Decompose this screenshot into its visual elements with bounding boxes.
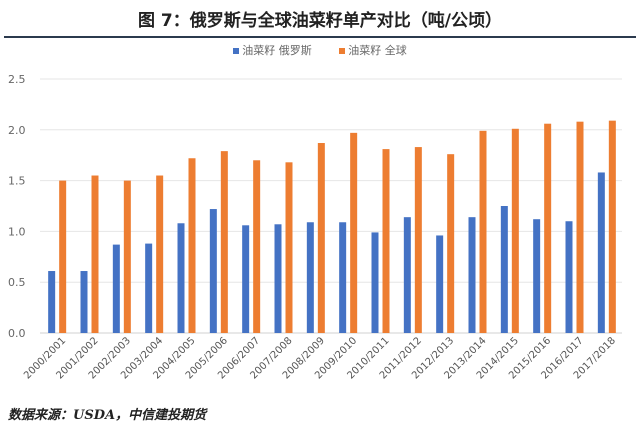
bar-russia [145, 243, 153, 333]
bar-russia [112, 244, 120, 333]
bar-russia [177, 223, 185, 333]
bar-global [544, 123, 552, 333]
bar-global [59, 180, 67, 333]
y-tick-label: 0.0 [8, 327, 26, 340]
title-divider [4, 36, 636, 38]
y-tick-label: 0.5 [8, 276, 26, 289]
chart-title: 图 7：俄罗斯与全球油菜籽单产对比（吨/公顷） [138, 11, 502, 31]
bar-global [576, 121, 584, 333]
bar-global [156, 175, 164, 333]
bar-russia [403, 217, 411, 333]
bar-russia [242, 225, 250, 333]
legend-label-russia: 油菜籽 俄罗斯 [242, 44, 312, 57]
legend-item-russia: 油菜籽 俄罗斯 [233, 42, 312, 58]
y-tick-label: 1.0 [8, 225, 26, 238]
y-tick-label: 1.5 [8, 175, 26, 188]
bar-global [188, 158, 196, 333]
bar-russia [274, 224, 282, 333]
y-tick-label: 2.0 [8, 124, 26, 137]
bar-russia [533, 219, 541, 333]
bar-russia [371, 232, 379, 333]
legend-swatch-russia [233, 48, 240, 54]
bar-global [123, 180, 131, 333]
bar-russia [436, 235, 444, 333]
bar-russia [339, 222, 347, 333]
legend-label-global: 油菜籽 全球 [348, 44, 407, 57]
bar-global [382, 149, 390, 333]
legend: 油菜籽 俄罗斯 油菜籽 全球 [0, 42, 640, 58]
bar-global [317, 143, 325, 333]
bar-global [220, 151, 228, 333]
bar-global [447, 154, 455, 333]
bar-global [285, 162, 293, 333]
source-note: 数据来源：USDA，中信建投期货 [8, 408, 207, 423]
legend-item-global: 油菜籽 全球 [339, 42, 407, 58]
bar-russia [597, 172, 605, 333]
bar-russia [48, 271, 56, 333]
bar-global [91, 175, 99, 333]
bar-global [608, 120, 616, 333]
bar-global [479, 130, 487, 333]
bar-global [350, 132, 358, 333]
bar-global [253, 160, 261, 333]
bar-russia [209, 209, 217, 333]
bar-russia [468, 217, 476, 333]
legend-swatch-global [339, 48, 346, 54]
bar-global [511, 128, 519, 333]
bar-russia [565, 221, 573, 333]
bar-russia [306, 222, 314, 333]
bar-global [414, 147, 422, 333]
bar-russia [500, 206, 508, 333]
bar-russia [80, 271, 88, 333]
y-tick-label: 2.5 [8, 73, 26, 86]
